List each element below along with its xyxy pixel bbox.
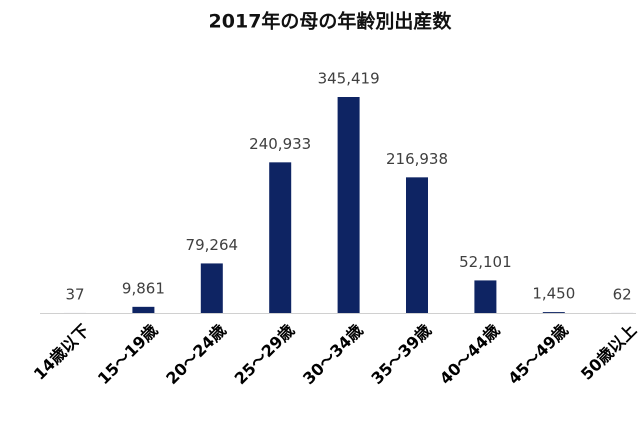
value-label: 52,101 [459,253,512,271]
x-tick-label: 50歳以上 [577,321,639,384]
x-tick-label: 30～34歳 [299,321,367,389]
bar [406,177,428,313]
bar [200,263,223,313]
bar [269,162,292,313]
x-tick-label: 25～29歳 [231,321,299,389]
bar [474,280,497,313]
x-tick-label: 15～19歳 [94,321,162,389]
value-label: 216,938 [386,150,448,168]
value-label: 79,264 [186,236,239,254]
bar [132,306,155,313]
value-label: 1,450 [532,285,575,303]
bar [337,97,360,313]
x-tick-label: 45～49歳 [504,321,572,389]
value-label: 62 [613,285,632,303]
value-label: 9,861 [122,279,165,297]
x-tick-label: 14歳以下 [30,321,93,384]
x-tick-label: 40～44歳 [436,321,504,389]
value-label: 37 [65,285,84,303]
bar [542,312,565,313]
chart-title: 2017年の母の年齢別出産数 [209,10,453,33]
x-tick-label: 20～24歳 [162,321,230,389]
value-label: 345,419 [318,70,380,88]
value-label: 240,933 [249,135,311,153]
x-tick-label: 35～39歳 [367,321,435,389]
